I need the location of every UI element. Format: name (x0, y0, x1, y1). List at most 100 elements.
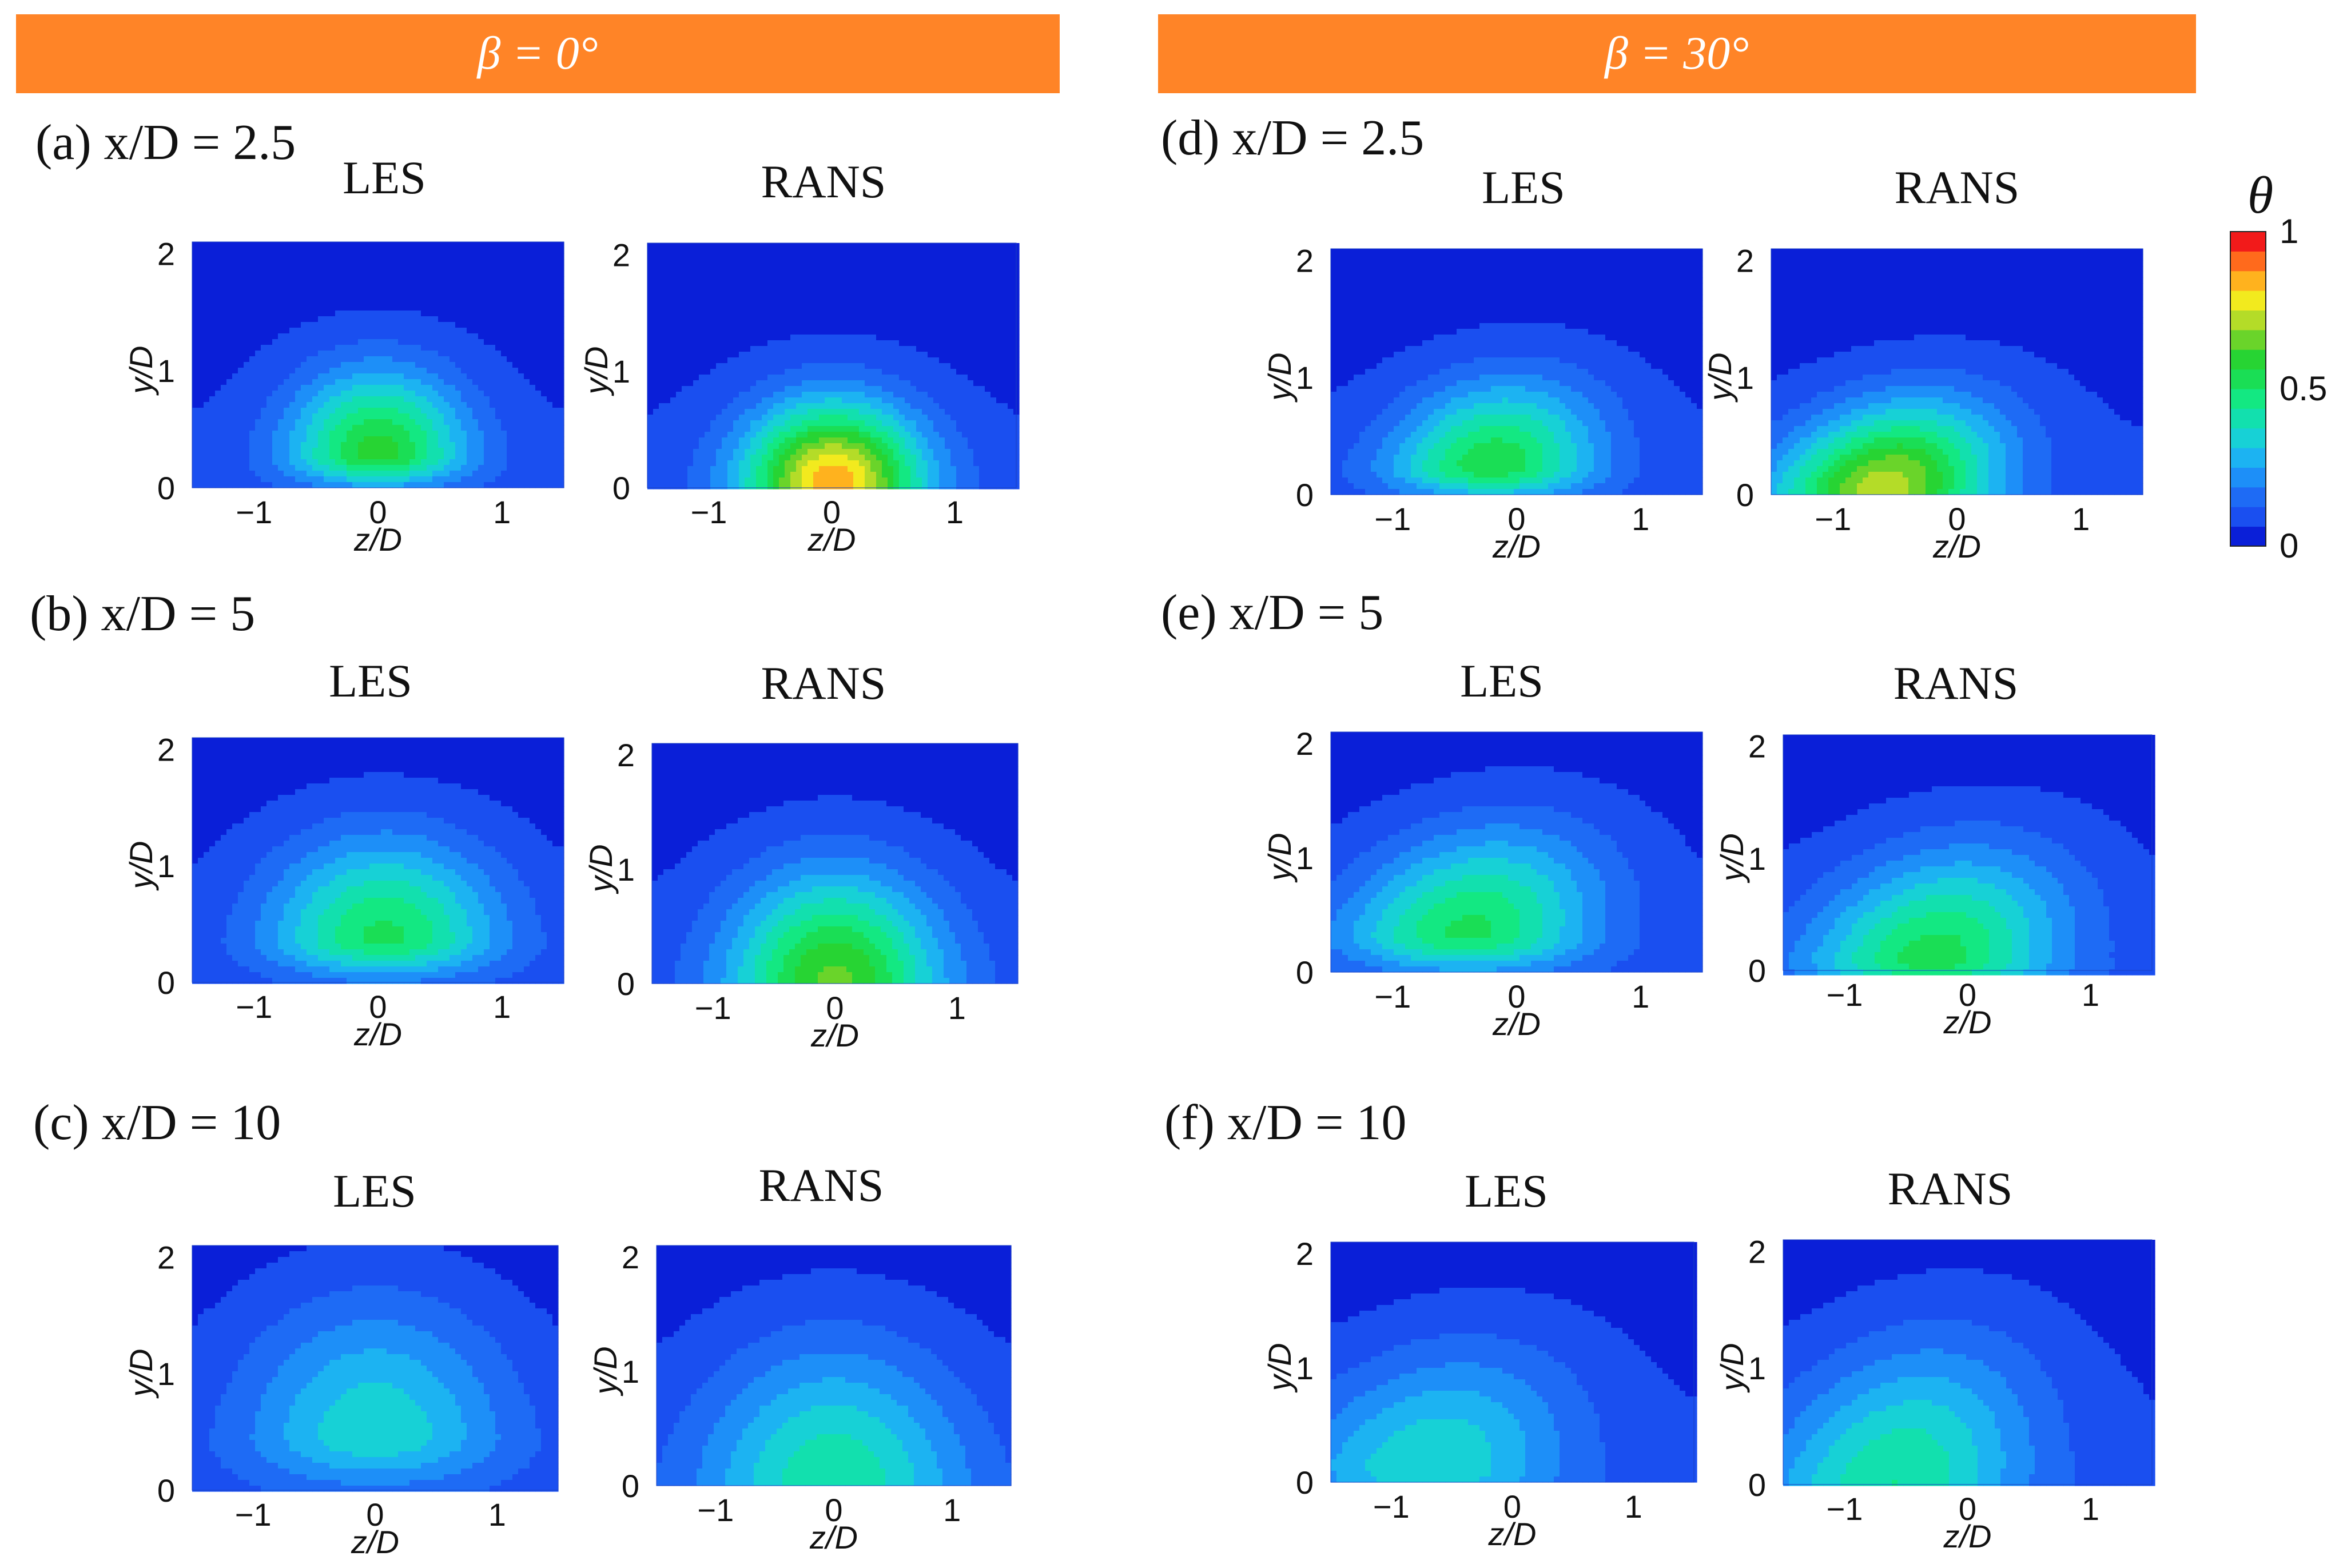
y-tick-label: 0 (617, 966, 635, 1002)
y-tick-label: 2 (157, 1239, 175, 1275)
y-tick-label: 2 (157, 236, 175, 272)
x-tick-label: 1 (946, 494, 964, 530)
y-axis-label: y/D (1714, 833, 1750, 884)
panel-title: LES (333, 1165, 416, 1217)
colorbar-swatch (2230, 448, 2266, 468)
y-tick-label: 0 (1748, 953, 1766, 989)
x-tick-label: 1 (943, 1492, 961, 1528)
x-axis-label: z/D (353, 522, 402, 558)
x-tick-label: −1 (1827, 977, 1863, 1013)
panel-title: LES (329, 655, 412, 707)
colorbar-tick-label: 0 (2280, 527, 2298, 565)
y-axis-label: y/D (1262, 833, 1298, 883)
contour-figure: β = 0° β = 30° (a) x/D = 2.5 (b) x/D = 5… (0, 0, 2347, 1568)
panel-title: RANS (1893, 657, 2019, 709)
y-axis-label: y/D (1262, 1343, 1298, 1393)
x-tick-label: −1 (1374, 501, 1411, 537)
x-tick-label: 1 (948, 990, 966, 1026)
contour-fill (192, 738, 564, 984)
y-axis-label: y/D (123, 1349, 159, 1399)
y-tick-label: 0 (157, 1473, 175, 1509)
x-tick-label: −1 (695, 990, 731, 1026)
y-tick-label: 2 (612, 237, 630, 273)
contour-fill (1783, 1240, 2155, 1486)
x-axis-label: z/D (810, 1017, 859, 1053)
section-label-d: (d) x/D = 2.5 (1161, 110, 1424, 166)
x-axis-label: z/D (1943, 1004, 1992, 1040)
section-label-c: (c) x/D = 10 (33, 1095, 281, 1151)
colorbar-tick-label: 1 (2280, 212, 2298, 250)
section-label-f: (f) x/D = 10 (1164, 1095, 1407, 1151)
panel-title: LES (343, 152, 426, 204)
panel-title: RANS (1895, 161, 2020, 213)
y-tick-label: 2 (1296, 1236, 1314, 1272)
contour-fill (657, 1245, 1012, 1486)
y-axis-label: y/D (1702, 353, 1738, 403)
x-tick-label: 1 (1632, 501, 1649, 537)
x-axis-label: z/D (1492, 528, 1541, 564)
y-tick-label: 0 (622, 1468, 639, 1504)
y-tick-label: 2 (1736, 242, 1754, 278)
x-tick-label: −1 (691, 494, 727, 530)
x-tick-label: −1 (697, 1492, 734, 1528)
y-axis-label: y/D (578, 347, 614, 397)
x-tick-label: −1 (1827, 1491, 1863, 1527)
colorbar-title: θ (2247, 166, 2273, 224)
contour-fill (1331, 1242, 1697, 1483)
colorbar-swatch (2230, 330, 2266, 350)
y-tick-label: 1 (622, 1354, 639, 1390)
y-tick-label: 1 (1296, 1350, 1314, 1386)
colorbar-swatch (2230, 408, 2266, 428)
x-tick-label: −1 (1373, 1489, 1410, 1525)
colorbar-swatch (2230, 311, 2266, 331)
y-tick-label: 1 (612, 353, 630, 389)
y-tick-label: 0 (1296, 954, 1314, 990)
x-axis-label: z/D (353, 1016, 402, 1052)
y-tick-label: 1 (1748, 1350, 1766, 1386)
y-tick-label: 1 (617, 851, 635, 888)
contour-fill (1331, 732, 1703, 973)
colorbar-swatch (2230, 507, 2266, 527)
x-tick-label: 1 (493, 989, 511, 1025)
y-tick-label: 2 (1748, 729, 1766, 765)
x-axis-label: z/D (1488, 1516, 1537, 1552)
x-tick-label: 1 (1625, 1489, 1642, 1525)
x-tick-label: −1 (236, 989, 272, 1025)
y-tick-label: 0 (1736, 477, 1754, 513)
colorbar-swatch (2230, 389, 2266, 409)
contour-fill (192, 1245, 559, 1492)
y-tick-label: 1 (1296, 840, 1314, 876)
y-tick-label: 1 (1736, 360, 1754, 396)
y-tick-label: 0 (157, 965, 175, 1001)
x-tick-label: 1 (2082, 1491, 2099, 1527)
banner-beta-30-text: β = 30° (1604, 27, 1749, 79)
section-label-a: (a) x/D = 2.5 (35, 115, 296, 170)
y-tick-label: 1 (157, 1356, 175, 1392)
y-tick-label: 2 (622, 1239, 639, 1275)
x-tick-label: 1 (493, 494, 511, 530)
colorbar-swatch (2230, 487, 2266, 507)
colorbar-tick-label: 0.5 (2280, 369, 2327, 408)
colorbar-swatch (2230, 527, 2266, 547)
y-tick-label: 2 (1748, 1233, 1766, 1269)
x-axis-label: z/D (1492, 1006, 1541, 1042)
x-tick-label: −1 (1815, 501, 1851, 537)
y-tick-label: 2 (617, 737, 635, 773)
y-axis-label: y/D (1262, 353, 1298, 403)
panel-title: RANS (759, 1159, 884, 1211)
colorbar: θ 1 0.5 0 (2230, 166, 2327, 565)
x-axis-label: z/D (809, 1519, 858, 1555)
y-tick-label: 1 (1748, 841, 1766, 877)
y-tick-label: 0 (1296, 477, 1314, 513)
y-axis-label: y/D (587, 1346, 623, 1396)
